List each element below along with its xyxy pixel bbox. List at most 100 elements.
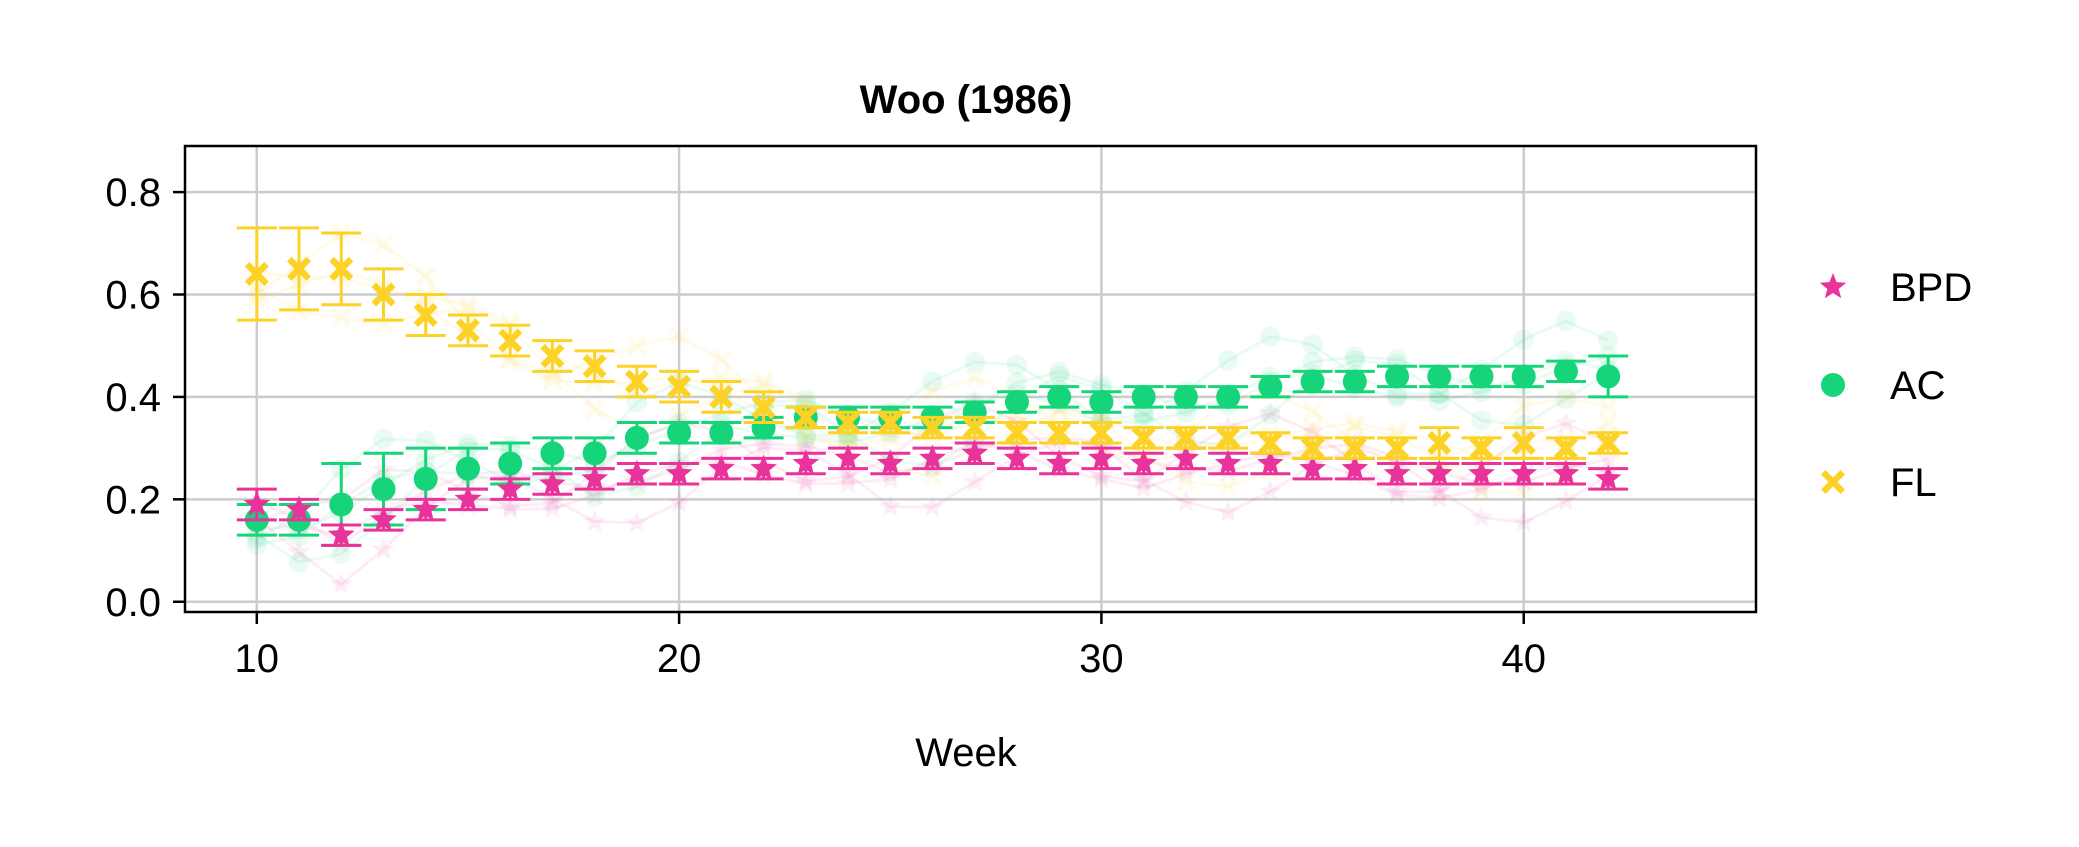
background-marker [542, 370, 563, 392]
background-marker [836, 471, 860, 493]
background-marker [1006, 372, 1028, 393]
background-marker [795, 427, 816, 449]
y-tick-label: 0.2 [105, 478, 161, 522]
background-marker [795, 424, 816, 446]
background-marker [963, 469, 986, 492]
background-marker [1471, 410, 1492, 431]
background-marker [921, 495, 944, 517]
series-fl [236, 226, 1629, 461]
background-marker [584, 485, 605, 507]
data-point [751, 395, 776, 420]
data-point [1216, 384, 1241, 409]
data-point [1089, 420, 1114, 445]
data-point [455, 318, 480, 343]
background-marker [1259, 479, 1282, 502]
data-point [1005, 420, 1029, 445]
background-marker [1302, 351, 1323, 373]
background-marker [1132, 476, 1155, 498]
background-marker [668, 405, 690, 426]
background-marker [1555, 387, 1577, 409]
background-marker [794, 438, 818, 461]
background-marker [1513, 414, 1534, 436]
background-marker [1513, 329, 1534, 350]
background-marker [541, 487, 564, 509]
data-point [244, 262, 269, 286]
legend-label-fl: FL [1890, 461, 1937, 505]
data-point [498, 328, 523, 353]
background-marker [331, 307, 352, 329]
background-marker [626, 335, 648, 357]
data-point [1341, 454, 1369, 480]
background-marker [752, 435, 775, 458]
background-marker [1427, 479, 1451, 502]
background-marker [1513, 481, 1534, 502]
data-point [709, 384, 734, 409]
data-point [327, 521, 355, 547]
background-marker [1301, 420, 1324, 442]
background-marker [1385, 479, 1409, 502]
background-marker [583, 509, 606, 532]
background-marker [1048, 361, 1070, 383]
data-point [371, 477, 396, 502]
data-point [623, 459, 651, 486]
background-marker [1513, 395, 1534, 417]
data-point [412, 495, 439, 521]
data-point [667, 374, 692, 399]
axis-layer: 10 20 30 40 0.0 0.2 0.4 0.6 0.8 [105, 171, 1546, 681]
background-marker [1344, 350, 1366, 371]
background-marker [1344, 416, 1365, 438]
background-marker [1596, 447, 1620, 469]
data-point [496, 475, 524, 501]
legend-marker-bpd [1819, 273, 1847, 299]
data-point [667, 420, 692, 445]
background-marker [1090, 467, 1113, 489]
background-marker [625, 510, 649, 533]
background-marker [331, 543, 352, 564]
data-point [1257, 449, 1284, 475]
data-point [454, 485, 482, 511]
background-marker [287, 540, 311, 562]
background-marker [668, 326, 690, 347]
chart-title: Woo (1986) [860, 78, 1073, 122]
background-marker [795, 389, 816, 411]
background-marker [1429, 390, 1450, 412]
data-point [582, 441, 607, 466]
data-point [455, 456, 480, 481]
data-point [1342, 369, 1367, 394]
background-marker [1512, 510, 1535, 532]
background-marker [1344, 412, 1365, 434]
background-marker [922, 466, 943, 487]
data-point [413, 466, 438, 491]
background-marker [1260, 404, 1281, 425]
data-point [624, 425, 649, 450]
data-point [540, 441, 565, 466]
background-marker [922, 371, 943, 392]
background-marker [1005, 409, 1029, 431]
data-point [961, 439, 988, 465]
y-tick-label: 0.8 [105, 171, 161, 215]
data-point [413, 303, 438, 327]
background-marker [1132, 469, 1155, 492]
data-point [1088, 444, 1115, 470]
background-marker [1385, 482, 1409, 505]
background-marker [795, 424, 816, 446]
data-layer [236, 226, 1629, 547]
background-marker [878, 494, 902, 517]
data-point [1216, 425, 1241, 450]
background-marker [373, 234, 394, 255]
background-marker [1174, 462, 1198, 484]
data-point [1172, 444, 1200, 470]
background-marker [1470, 505, 1493, 528]
data-point [1511, 364, 1536, 389]
data-point [329, 492, 354, 517]
background-marker [1427, 486, 1451, 509]
background-marker [415, 266, 436, 288]
background-marker [372, 537, 395, 560]
data-point [1427, 431, 1452, 455]
data-point [1385, 364, 1410, 389]
data-point [1594, 464, 1622, 491]
background-marker [794, 434, 818, 456]
data-point [581, 464, 608, 491]
background-marker [498, 494, 522, 516]
